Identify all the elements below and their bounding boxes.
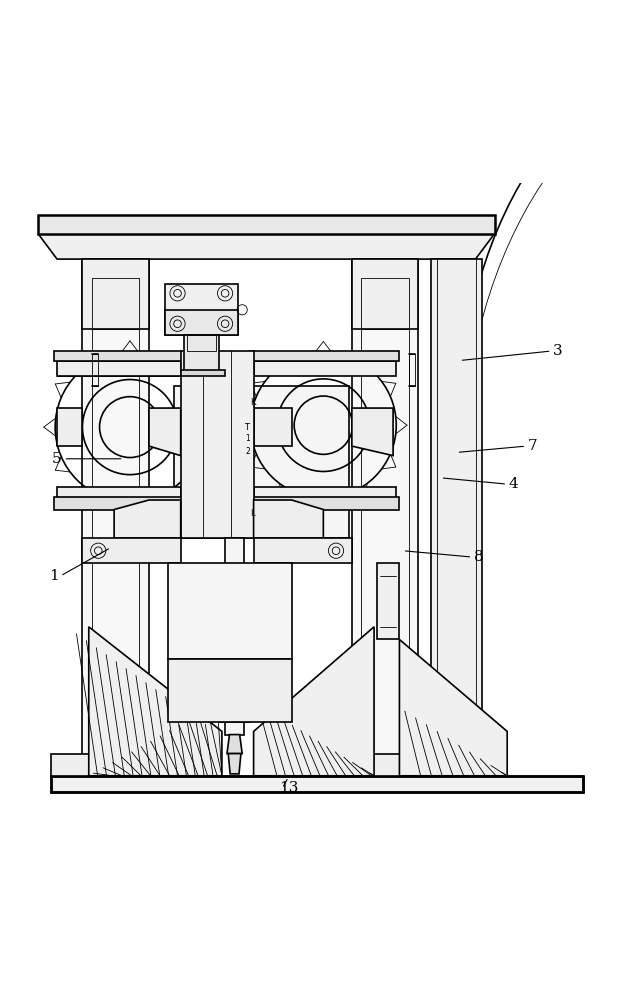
- Polygon shape: [431, 754, 507, 776]
- Text: T: T: [244, 423, 249, 432]
- Text: 1: 1: [49, 569, 59, 583]
- Polygon shape: [57, 408, 82, 446]
- Polygon shape: [165, 284, 238, 335]
- Polygon shape: [352, 234, 418, 776]
- Polygon shape: [254, 538, 352, 563]
- Polygon shape: [352, 408, 393, 456]
- Polygon shape: [82, 538, 181, 563]
- Text: 7: 7: [527, 439, 538, 453]
- Polygon shape: [82, 234, 149, 776]
- Text: 2: 2: [245, 447, 250, 456]
- Text: 4: 4: [508, 477, 519, 491]
- Polygon shape: [51, 754, 149, 776]
- Polygon shape: [38, 215, 495, 234]
- Polygon shape: [254, 500, 323, 538]
- Text: L: L: [250, 509, 255, 518]
- Polygon shape: [254, 408, 292, 446]
- Polygon shape: [57, 361, 181, 376]
- Polygon shape: [165, 310, 238, 335]
- Polygon shape: [399, 639, 507, 776]
- Text: K: K: [250, 398, 256, 407]
- Polygon shape: [54, 497, 184, 510]
- Polygon shape: [227, 735, 242, 754]
- Polygon shape: [168, 563, 292, 658]
- Text: 13: 13: [279, 781, 298, 795]
- Polygon shape: [352, 259, 418, 329]
- Polygon shape: [149, 408, 181, 456]
- Polygon shape: [228, 754, 241, 774]
- Polygon shape: [114, 500, 181, 538]
- Polygon shape: [352, 754, 450, 776]
- Polygon shape: [219, 671, 250, 690]
- Polygon shape: [57, 487, 181, 500]
- Polygon shape: [377, 563, 399, 639]
- Polygon shape: [89, 627, 222, 776]
- Polygon shape: [181, 370, 225, 376]
- Polygon shape: [250, 497, 399, 510]
- Text: 5: 5: [52, 452, 62, 466]
- Text: 1: 1: [245, 434, 250, 443]
- Polygon shape: [254, 487, 396, 500]
- Polygon shape: [254, 627, 374, 776]
- Polygon shape: [51, 776, 583, 792]
- Polygon shape: [184, 335, 219, 373]
- Polygon shape: [54, 351, 184, 361]
- Polygon shape: [225, 538, 244, 735]
- Polygon shape: [250, 351, 399, 361]
- Polygon shape: [174, 386, 349, 538]
- Polygon shape: [431, 259, 482, 776]
- Polygon shape: [181, 351, 254, 538]
- Polygon shape: [254, 361, 396, 376]
- Polygon shape: [168, 658, 292, 722]
- Polygon shape: [219, 703, 250, 722]
- Text: 8: 8: [474, 550, 484, 564]
- Polygon shape: [38, 234, 495, 259]
- Polygon shape: [82, 259, 149, 329]
- Text: 3: 3: [553, 344, 563, 358]
